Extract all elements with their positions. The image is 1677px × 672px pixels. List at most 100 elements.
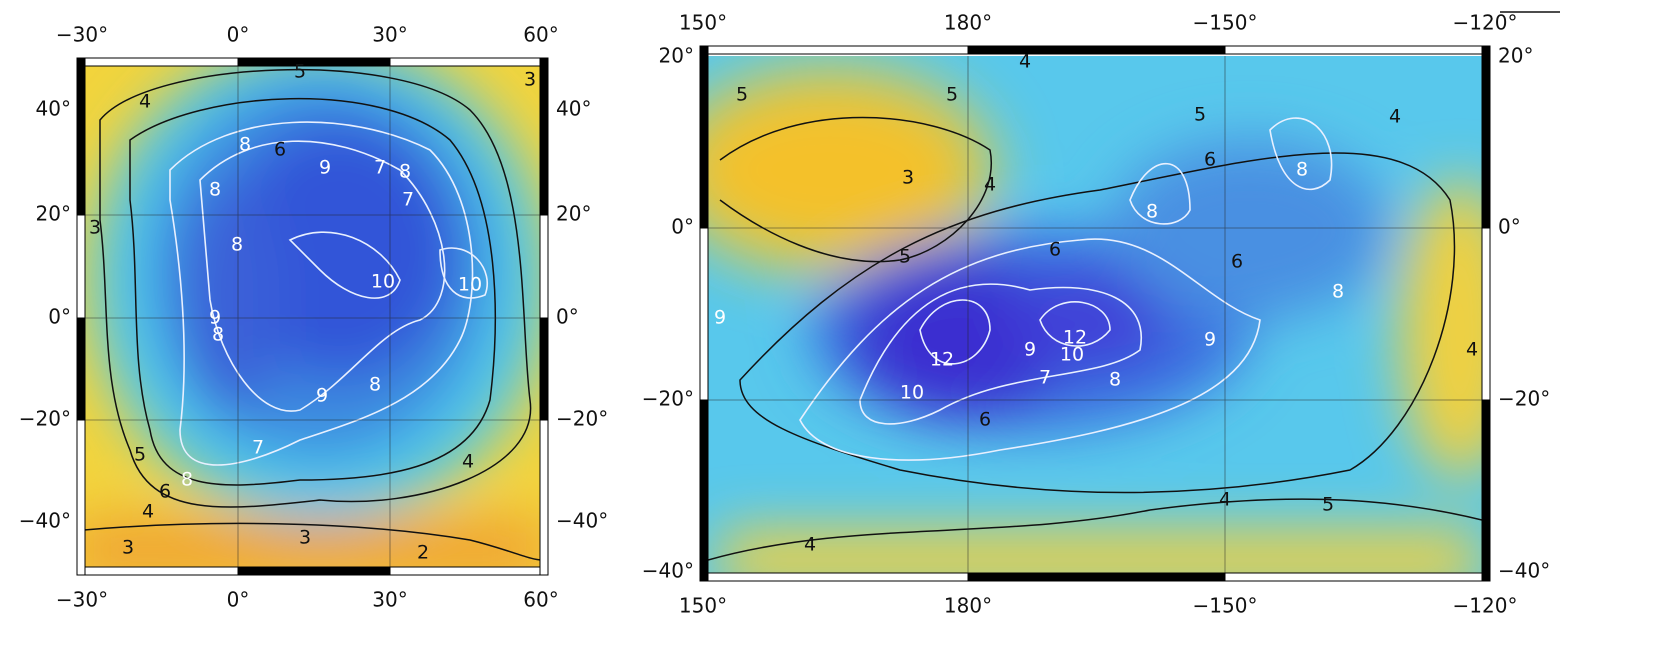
contour-label: 5 [899,246,911,268]
frame-bar [699,572,969,582]
contour-label: 4 [462,451,474,473]
contour-label: 10 [371,271,395,293]
y-tick-label: 0° [671,215,694,239]
x-tick-label: 180° [944,594,992,618]
x-tick-label: −30° [56,588,108,612]
frame-bar [1224,572,1491,582]
contour-label: 4 [139,91,151,113]
frame-bar [237,57,391,67]
contour-label: 8 [181,469,193,491]
y-tick-label: −20° [642,387,694,411]
contour-label: 8 [1296,159,1308,181]
contour-label: 8 [209,179,221,201]
contour-label: 7 [374,157,386,179]
contour-label: 9 [316,385,328,407]
contour-label: 4 [1389,106,1401,128]
contour-label: 7 [402,189,414,211]
frame-bar [967,45,1226,55]
contour-label: 8 [1332,281,1344,303]
contour-label: 10 [1060,344,1084,366]
frame-bar [539,317,549,421]
contour-label: 8 [399,161,411,183]
y-tick-label: 20° [556,202,591,226]
x-tick-label: 30° [372,23,407,47]
contour-label: 8 [231,234,243,256]
frame-bar [389,57,549,67]
x-tick-label: 0° [227,588,250,612]
contour-label: 9 [319,157,331,179]
contour-label: 3 [122,537,134,559]
frame-bar [76,57,239,67]
contour-label: 6 [274,139,286,161]
contour-label: 9 [714,307,726,329]
contour-label: 3 [524,69,536,91]
contour-label: 3 [89,217,101,239]
contour-label: 5 [736,84,748,106]
contour-label: 8 [212,324,224,346]
x-tick-label: 60° [523,588,558,612]
map-right [708,56,1482,574]
contour-label: 12 [1063,327,1087,349]
contour-label: 5 [1194,104,1206,126]
frame-bar [76,57,86,216]
frame-bar [76,317,86,421]
frame-bar [237,566,391,576]
frame-bar [699,227,709,401]
x-tick-label: −30° [56,23,108,47]
contour-label: 9 [1024,339,1036,361]
x-tick-label: 60° [523,23,558,47]
contour-label: 6 [1049,239,1061,261]
y-tick-label: 20° [659,44,694,68]
contour-label: 12 [930,349,954,371]
contour-label: 6 [979,409,991,431]
x-tick-label: 30° [372,588,407,612]
y-tick-label: 0° [1498,215,1521,239]
x-tick-label: 180° [944,11,992,35]
frame-bar [76,419,86,576]
contour-label: 4 [984,174,996,196]
contour-label: 3 [299,527,311,549]
contour-label: 9 [209,307,221,329]
contour-label: 5 [294,61,306,83]
frame-bar [76,566,239,576]
frame-bar [699,45,709,229]
y-tick-label: −40° [642,559,694,583]
y-tick-label: 20° [36,202,71,226]
frame-bar [1481,399,1491,582]
frame-bar [1481,45,1491,229]
map-left [84,64,542,570]
contour-label: 8 [1109,369,1121,391]
y-tick-label: −40° [19,509,71,533]
contour-label: 6 [1204,149,1216,171]
frame-bar [389,566,549,576]
contour-label: 5 [1322,494,1334,516]
contour-label: 5 [134,444,146,466]
contour-label: 6 [1231,251,1243,273]
y-tick-label: 40° [36,97,71,121]
frame-bar [1224,45,1491,55]
contour-label: 10 [900,382,924,404]
contour-label: 4 [1466,339,1478,361]
frame-bar [539,419,549,576]
contour-label: 10 [458,274,482,296]
contour-label: 8 [1146,201,1158,223]
frame-bar [539,57,549,216]
y-tick-label: −40° [556,509,608,533]
contour-label: 5 [946,84,958,106]
y-tick-label: −20° [1498,387,1550,411]
x-tick-label: −150° [1193,594,1258,618]
contour-label: 7 [1039,367,1051,389]
contour-label: 2 [417,542,429,564]
x-tick-label: −150° [1193,11,1258,35]
y-tick-label: −40° [1498,559,1550,583]
x-tick-label: −120° [1453,11,1518,35]
x-tick-label: 150° [679,11,727,35]
contour-label: 8 [239,134,251,156]
y-tick-label: 0° [48,305,71,329]
frame-bar [1481,227,1491,401]
contour-label: 4 [1219,489,1231,511]
y-tick-label: −20° [19,407,71,431]
y-tick-label: −20° [556,407,608,431]
contour-label: 4 [142,501,154,523]
frame-bar [699,399,709,582]
